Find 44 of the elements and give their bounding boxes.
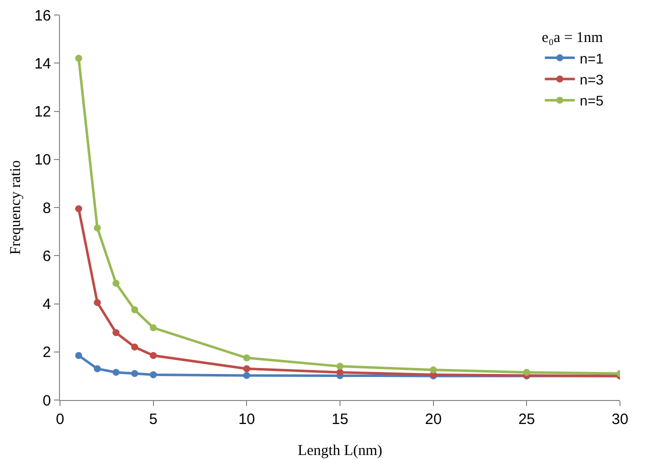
x-axis-title: Length L(nm) — [298, 443, 382, 459]
point — [75, 352, 82, 359]
point — [150, 352, 157, 359]
x-tick-label: 0 — [56, 411, 64, 428]
y-axis-title: Frequency ratio — [8, 160, 24, 255]
point — [150, 371, 157, 378]
x-tick-label: 25 — [518, 411, 536, 428]
y-tick-label: 10 — [34, 152, 51, 169]
point — [243, 354, 250, 362]
point — [131, 370, 138, 378]
y-tick-label: 12 — [34, 104, 51, 120]
point — [336, 368, 344, 376]
point — [94, 299, 101, 306]
y-tick-label: 4 — [42, 296, 51, 313]
y-tick-label: 0 — [42, 392, 51, 410]
point — [112, 368, 120, 376]
legend-label: n=5 — [580, 92, 604, 109]
point — [75, 54, 82, 62]
x-tick-label: 20 — [424, 411, 442, 428]
point — [75, 205, 82, 212]
point — [243, 365, 250, 372]
point — [94, 224, 101, 232]
y-tick-label: 8 — [42, 200, 51, 217]
point — [131, 344, 138, 351]
point — [523, 368, 530, 376]
x-tick-label: 5 — [149, 411, 158, 428]
point — [94, 365, 101, 372]
legend-label: n=1 — [580, 50, 604, 66]
point — [112, 280, 120, 287]
y-tick-label: 14 — [34, 55, 51, 72]
y-tick-label: 6 — [42, 248, 51, 265]
y-tick-label: 16 — [34, 7, 51, 24]
point — [430, 366, 437, 374]
point — [243, 372, 250, 379]
legend-title: e₀a = 1nm — [542, 30, 604, 46]
point — [150, 324, 157, 332]
x-tick-label: 15 — [332, 411, 348, 428]
point — [112, 329, 120, 336]
y-tick-label: 2 — [42, 344, 51, 362]
x-tick-label: 30 — [612, 411, 628, 428]
point — [336, 362, 344, 370]
x-tick-label: 10 — [238, 411, 256, 428]
legend-label: n=3 — [580, 71, 604, 88]
point — [131, 306, 138, 314]
